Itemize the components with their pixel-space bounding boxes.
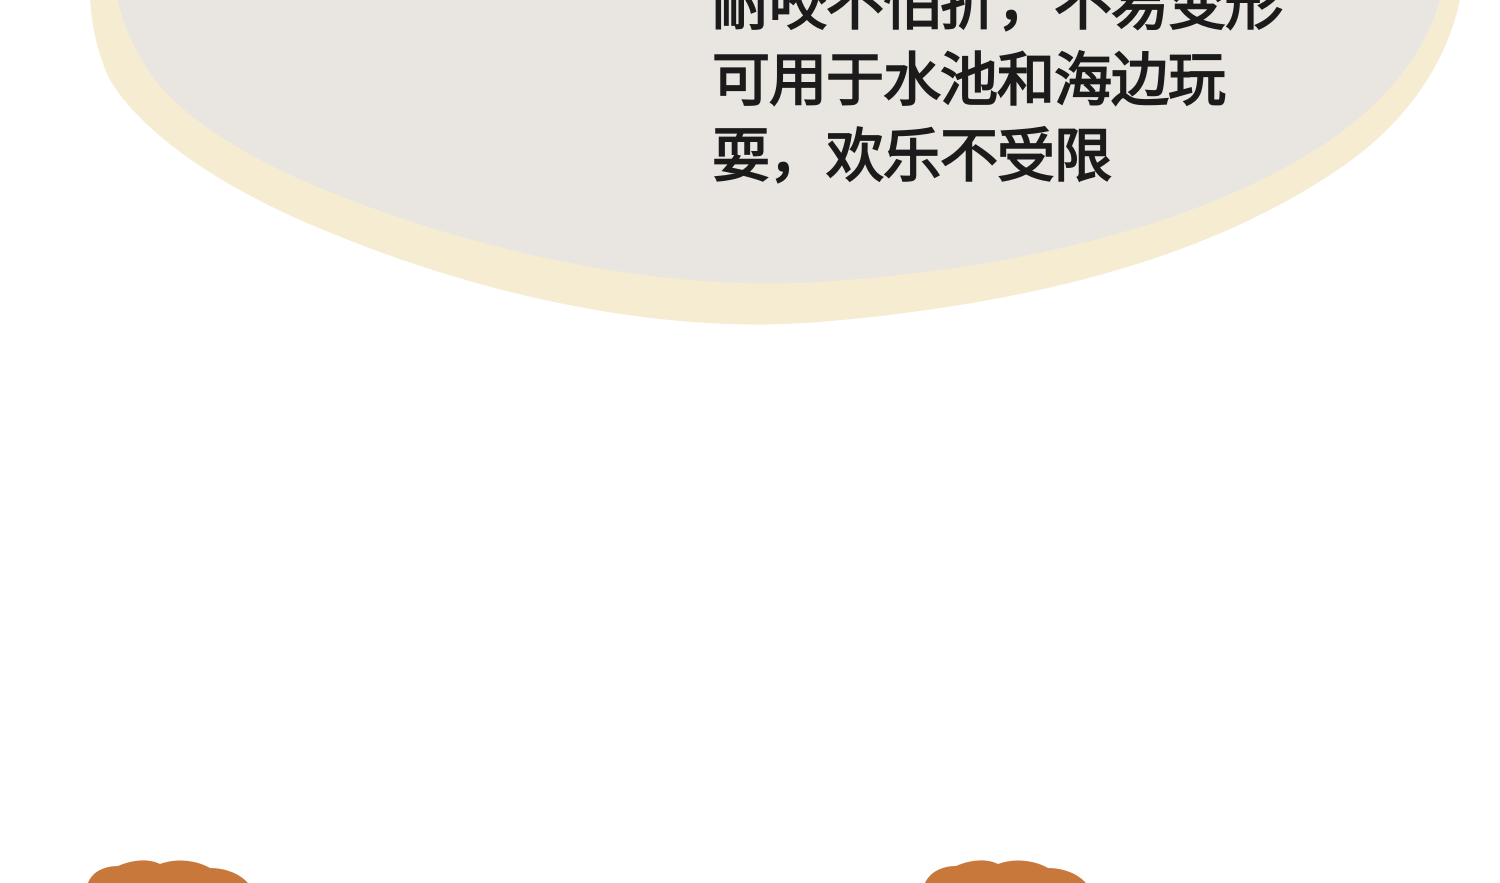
description-line-2: 可用于水池和海边玩 [712, 46, 1226, 114]
description-line-3: 耍，欢乐不受限 [712, 122, 1112, 190]
brown-blob-left-icon [88, 860, 248, 883]
description-line-1: 耐咬不怕折，不易变形 [712, 0, 1283, 38]
brown-blob-right-icon [925, 860, 1086, 883]
bubble-fill [118, 0, 1440, 284]
feature-description: 耐咬不怕折，不易变形 可用于水池和海边玩 耍，欢乐不受限 [712, 0, 1312, 194]
